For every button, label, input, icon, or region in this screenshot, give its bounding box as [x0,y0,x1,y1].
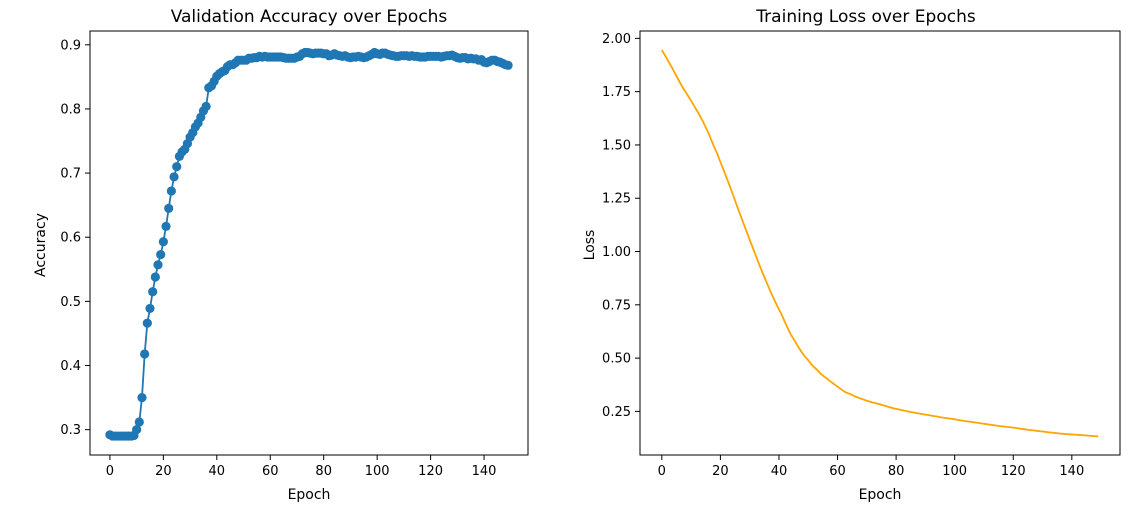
accuracy-chart-xlabel: Epoch [288,487,331,503]
accuracy-x-tick-label: 80 [315,464,332,479]
loss-y-tick-label: 1.75 [602,85,631,100]
accuracy-data-point [137,392,147,403]
accuracy-y-tick-label: 0.5 [60,295,81,310]
accuracy-plot-area: 0 20 40 60 80 100 120 140 0.3 0.4 0.5 0.6 0.7 0.8 0.9 [60,30,529,479]
loss-x-tick-label: 140 [1059,464,1084,479]
loss-x-tick-label: 40 [771,464,788,479]
accuracy-data-point [161,221,171,231]
accuracy-data-point [169,172,179,182]
accuracy-y-tick-label: 0.7 [60,167,81,182]
accuracy-x-tick-label: 140 [472,464,497,479]
loss-y-tick-label: 1.00 [602,245,631,260]
loss-chart-ylabel: Loss [582,230,598,261]
accuracy-data-point [156,249,166,260]
accuracy-data-point [172,162,182,172]
loss-plot-area: 0 20 40 60 80 100 120 140 0.25 0.50 0.75 1.00 1.25 1.… [602,30,1121,479]
accuracy-chart-title: Validation Accuracy over Epochs [171,7,448,27]
loss-x-tick-label: 20 [712,464,729,479]
accuracy-data-point [201,101,211,111]
accuracy-y-tick-label: 0.4 [60,359,81,374]
loss-y-tick-label: 1.50 [602,138,631,153]
loss-y-tick-label: 0.50 [602,352,631,367]
loss-y-tick-label: 2.00 [602,32,631,47]
accuracy-data-point [153,260,163,270]
loss-axes-frame [639,30,1121,456]
loss-x-tick-label: 0 [658,464,666,479]
accuracy-x-tick-label: 0 [106,464,114,479]
accuracy-chart: Validation Accuracy over Epochs Epoch Ac… [33,7,529,503]
loss-y-tick-label: 0.25 [602,405,631,420]
accuracy-data-point [158,237,168,247]
accuracy-axes-frame [89,30,529,456]
accuracy-data-point [148,287,158,297]
loss-chart-xlabel: Epoch [859,487,902,503]
accuracy-y-tick-label: 0.6 [60,231,81,246]
loss-x-tick-label: 100 [942,464,967,479]
loss-x-tick-label: 60 [829,464,846,479]
accuracy-data-point [166,186,176,196]
accuracy-y-tick-label: 0.9 [60,38,81,53]
accuracy-data-point [142,318,152,328]
accuracy-x-tick-label: 120 [418,464,443,479]
accuracy-data-point [145,303,155,314]
accuracy-x-tick-label: 40 [209,464,226,479]
loss-y-tick-label: 1.25 [602,192,631,207]
loss-chart: Training Loss over Epochs Epoch Loss 0 20… [582,7,1121,503]
accuracy-data-point [134,417,144,427]
accuracy-data-point [150,272,160,282]
accuracy-y-tick-label: 0.3 [60,423,81,438]
accuracy-data-point [164,203,174,213]
loss-x-tick-label: 80 [888,464,905,479]
accuracy-y-tick-label: 0.8 [60,102,81,117]
loss-series-line [661,49,1099,438]
accuracy-data-point [132,425,142,435]
loss-y-tick-label: 0.75 [602,298,631,313]
accuracy-x-tick-label: 100 [365,464,390,479]
accuracy-x-tick-label: 60 [262,464,279,479]
accuracy-x-tick-label: 20 [155,464,172,479]
accuracy-chart-ylabel: Accuracy [33,213,49,277]
accuracy-data-point [503,60,513,70]
accuracy-data-point [140,349,150,359]
loss-chart-title: Training Loss over Epochs [755,7,976,27]
loss-x-tick-label: 120 [1001,464,1026,479]
